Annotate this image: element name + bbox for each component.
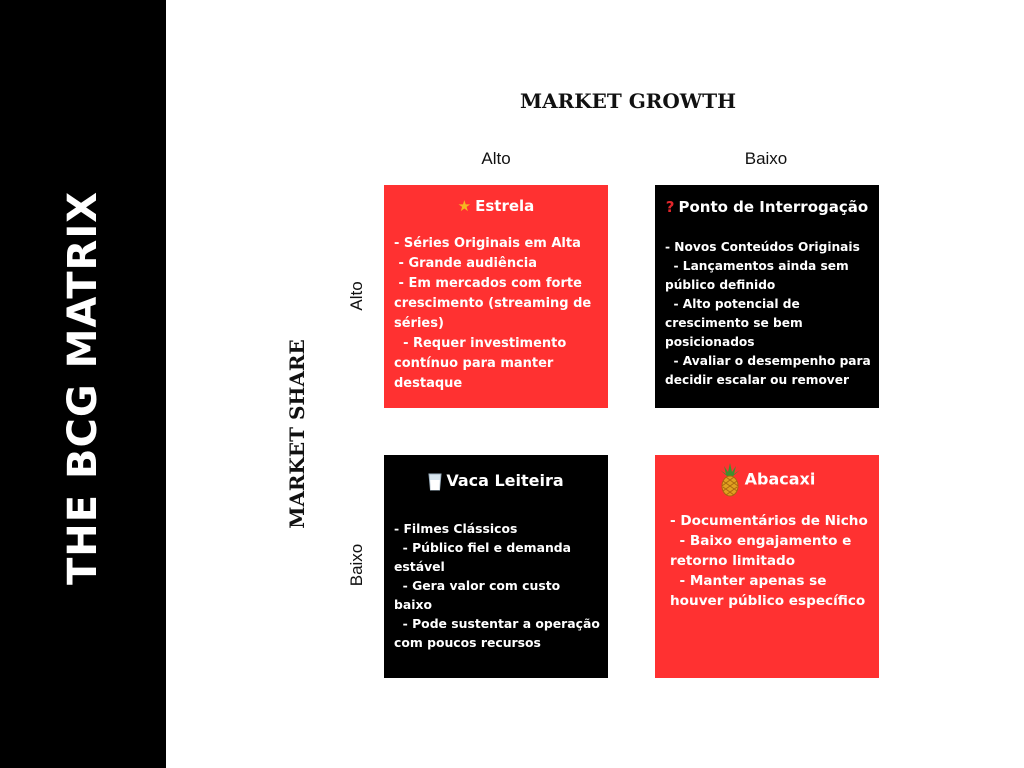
milk-icon: [428, 471, 442, 491]
y-axis-title: MARKET SHARE: [285, 339, 309, 529]
quadrant-title-text: Ponto de Interrogação: [678, 198, 869, 216]
x-tick-baixo: Baixo: [744, 149, 788, 168]
quadrant-title: ★ Estrela: [384, 197, 608, 215]
quadrant-title-text: Estrela: [475, 197, 535, 215]
quadrant-title-text: Vaca Leiteira: [446, 471, 564, 490]
pineapple-icon: [719, 463, 741, 497]
x-tick-alto: Alto: [481, 149, 511, 168]
x-axis-title: MARKET GROWTH: [519, 89, 737, 113]
quadrant-title: Abacaxi: [655, 463, 879, 497]
quadrant-body: - Novos Conteúdos Originais - Lançamento…: [665, 240, 871, 387]
y-tick-baixo: Baixo: [347, 543, 366, 587]
quadrant-body: - Documentários de Nicho - Baixo engajam…: [670, 513, 868, 609]
quadrant-estrela: ★ Estrela - Séries Originais em Alta - Gr…: [384, 185, 608, 408]
quadrant-ponto-de-interrogacao: ? Ponto de Interrogação - Novos Conteúdos…: [655, 185, 879, 408]
quadrant-body: - Séries Originais em Alta - Grande audi…: [394, 236, 592, 391]
star-icon: ★: [457, 197, 472, 215]
question-icon: ?: [665, 198, 675, 216]
page-title: THE BCG MATRIX: [60, 190, 106, 586]
sidebar: THE BCG MATRIX: [0, 0, 166, 768]
quadrant-abacaxi: Abacaxi - Documentários de Nicho - Baixo…: [655, 455, 879, 678]
y-tick-alto: Alto: [347, 281, 366, 311]
quadrant-title-text: Abacaxi: [744, 469, 816, 489]
quadrant-title: ? Ponto de Interrogação: [655, 198, 879, 216]
quadrant-body: - Filmes Clássicos - Público fiel e dema…: [394, 521, 600, 650]
quadrant-title: Vaca Leiteira: [384, 471, 608, 491]
quadrant-vaca-leiteira: Vaca Leiteira - Filmes Clássicos - Públi…: [384, 455, 608, 678]
